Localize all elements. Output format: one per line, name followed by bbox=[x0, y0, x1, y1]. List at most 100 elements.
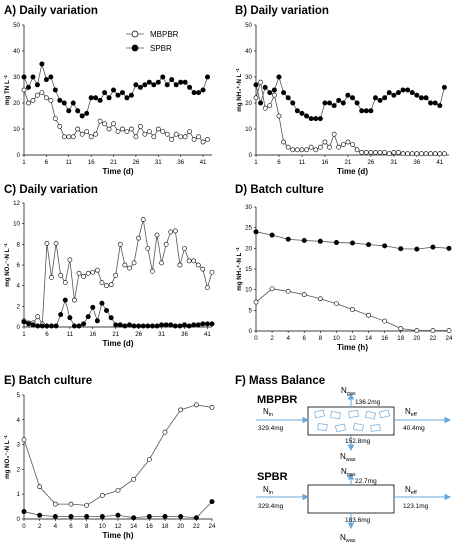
data-point-SPBR bbox=[26, 321, 32, 327]
data-point-MBPBR bbox=[97, 118, 103, 124]
data-point-MBPBR bbox=[61, 134, 67, 140]
data-point-SPBR bbox=[345, 92, 351, 98]
data-point-MBPBR bbox=[115, 488, 121, 493]
data-point-MBPBR bbox=[419, 151, 424, 157]
data-point-SPBR bbox=[359, 108, 365, 114]
data-point-SPBR bbox=[414, 92, 420, 98]
data-point-SPBR bbox=[271, 87, 277, 93]
y-tick-label: 3 bbox=[17, 442, 21, 449]
y-tick-label: 40 bbox=[13, 48, 20, 55]
data-point-MBPBR bbox=[99, 493, 105, 498]
data-point-SPBR bbox=[137, 84, 143, 90]
data-point-MBPBR bbox=[400, 151, 406, 157]
data-point-SPBR bbox=[79, 113, 85, 119]
data-point-SPBR bbox=[159, 322, 165, 328]
data-point-MBPBR bbox=[81, 273, 87, 279]
data-point-MBPBR bbox=[377, 149, 383, 155]
data-point-SPBR bbox=[195, 322, 201, 328]
data-point-SPBR bbox=[49, 323, 55, 329]
data-point-SPBR bbox=[133, 82, 139, 88]
data-point-SPBR bbox=[146, 514, 152, 520]
data-point-SPBR bbox=[53, 323, 59, 329]
data-point-SPBR bbox=[44, 323, 50, 329]
data-point-SPBR bbox=[317, 238, 323, 244]
data-point-SPBR bbox=[58, 312, 64, 318]
spbr-eff-value: 123.1mg bbox=[403, 503, 429, 510]
mbpbr-gas-value: 136.2mg bbox=[355, 399, 381, 406]
data-point-MBPBR bbox=[195, 262, 201, 268]
spbr-was-label: Nwas bbox=[340, 533, 356, 544]
data-point-SPBR bbox=[398, 246, 404, 252]
data-point-SPBR bbox=[430, 244, 436, 250]
data-point-MBPBR bbox=[140, 217, 146, 222]
data-point-MBPBR bbox=[68, 501, 74, 507]
data-point-MBPBR bbox=[322, 139, 328, 145]
data-point-MBPBR bbox=[299, 147, 305, 153]
data-point-MBPBR bbox=[398, 326, 404, 331]
data-point-MBPBR bbox=[350, 307, 355, 312]
data-point-MBPBR bbox=[102, 121, 107, 127]
legend-marker bbox=[131, 30, 139, 38]
series-line-MBPBR bbox=[23, 89, 208, 143]
mbpbr-label: MBPBR bbox=[257, 394, 297, 406]
data-point-SPBR bbox=[340, 100, 346, 106]
data-point-MBPBR bbox=[159, 260, 164, 266]
data-point-MBPBR bbox=[75, 126, 81, 132]
data-point-SPBR bbox=[43, 77, 49, 83]
data-point-SPBR bbox=[409, 90, 415, 96]
x-tick-label: 14 bbox=[365, 335, 372, 342]
chart-title: A) Daily variation bbox=[4, 5, 98, 17]
data-point-MBPBR bbox=[285, 144, 291, 150]
data-point-MBPBR bbox=[301, 292, 307, 298]
y-tick-label: 25 bbox=[245, 225, 252, 232]
data-point-SPBR bbox=[162, 514, 168, 520]
data-point-SPBR bbox=[173, 82, 179, 88]
data-point-SPBR bbox=[322, 100, 328, 106]
x-axis-label: Time (h) bbox=[103, 531, 134, 540]
data-point-MBPBR bbox=[99, 280, 105, 285]
data-point-MBPBR bbox=[432, 151, 438, 157]
x-tick-label: 24 bbox=[209, 523, 216, 530]
data-point-MBPBR bbox=[331, 131, 337, 137]
data-point-SPBR bbox=[363, 108, 369, 114]
data-point-MBPBR bbox=[294, 147, 300, 153]
data-point-SPBR bbox=[62, 297, 68, 303]
y-tick-label: 0 bbox=[17, 516, 21, 523]
x-tick-label: 22 bbox=[193, 523, 200, 530]
data-point-MBPBR bbox=[106, 126, 112, 132]
x-tick-label: 36 bbox=[177, 159, 184, 166]
data-point-SPBR bbox=[313, 116, 319, 122]
data-point-MBPBR bbox=[276, 113, 282, 119]
mass-balance-title: F) Mass Balance bbox=[235, 375, 325, 387]
data-point-MBPBR bbox=[285, 288, 291, 294]
data-point-MBPBR bbox=[137, 124, 143, 129]
data-point-MBPBR bbox=[131, 260, 137, 266]
data-point-SPBR bbox=[104, 307, 110, 313]
data-point-SPBR bbox=[366, 242, 372, 248]
data-point-MBPBR bbox=[409, 151, 415, 157]
mbpbr-was-value: 152.8mg bbox=[345, 438, 371, 445]
data-point-SPBR bbox=[437, 103, 443, 109]
data-point-MBPBR bbox=[62, 280, 68, 285]
data-point-SPBR bbox=[285, 95, 291, 101]
spbr-in-label: Nin bbox=[263, 485, 273, 496]
data-point-SPBR bbox=[333, 240, 339, 246]
y-axis-label: mg NH₄⁺-N L -1 bbox=[235, 68, 243, 112]
x-tick-label: 21 bbox=[344, 159, 351, 166]
x-tick-label: 6 bbox=[45, 159, 49, 166]
data-point-MBPBR bbox=[271, 92, 277, 98]
y-axis-label: mg NO₃⁻-N L -1 bbox=[3, 435, 11, 479]
data-point-SPBR bbox=[169, 77, 175, 83]
data-point-MBPBR bbox=[363, 149, 369, 155]
x-tick-label: 22 bbox=[429, 335, 436, 342]
data-point-MBPBR bbox=[336, 144, 342, 150]
data-point-MBPBR bbox=[414, 328, 420, 333]
data-point-MBPBR bbox=[205, 285, 210, 291]
data-point-SPBR bbox=[146, 79, 152, 85]
data-point-MBPBR bbox=[442, 151, 447, 157]
data-point-SPBR bbox=[432, 100, 438, 106]
y-tick-label: 2 bbox=[17, 303, 21, 310]
data-point-SPBR bbox=[61, 100, 67, 106]
